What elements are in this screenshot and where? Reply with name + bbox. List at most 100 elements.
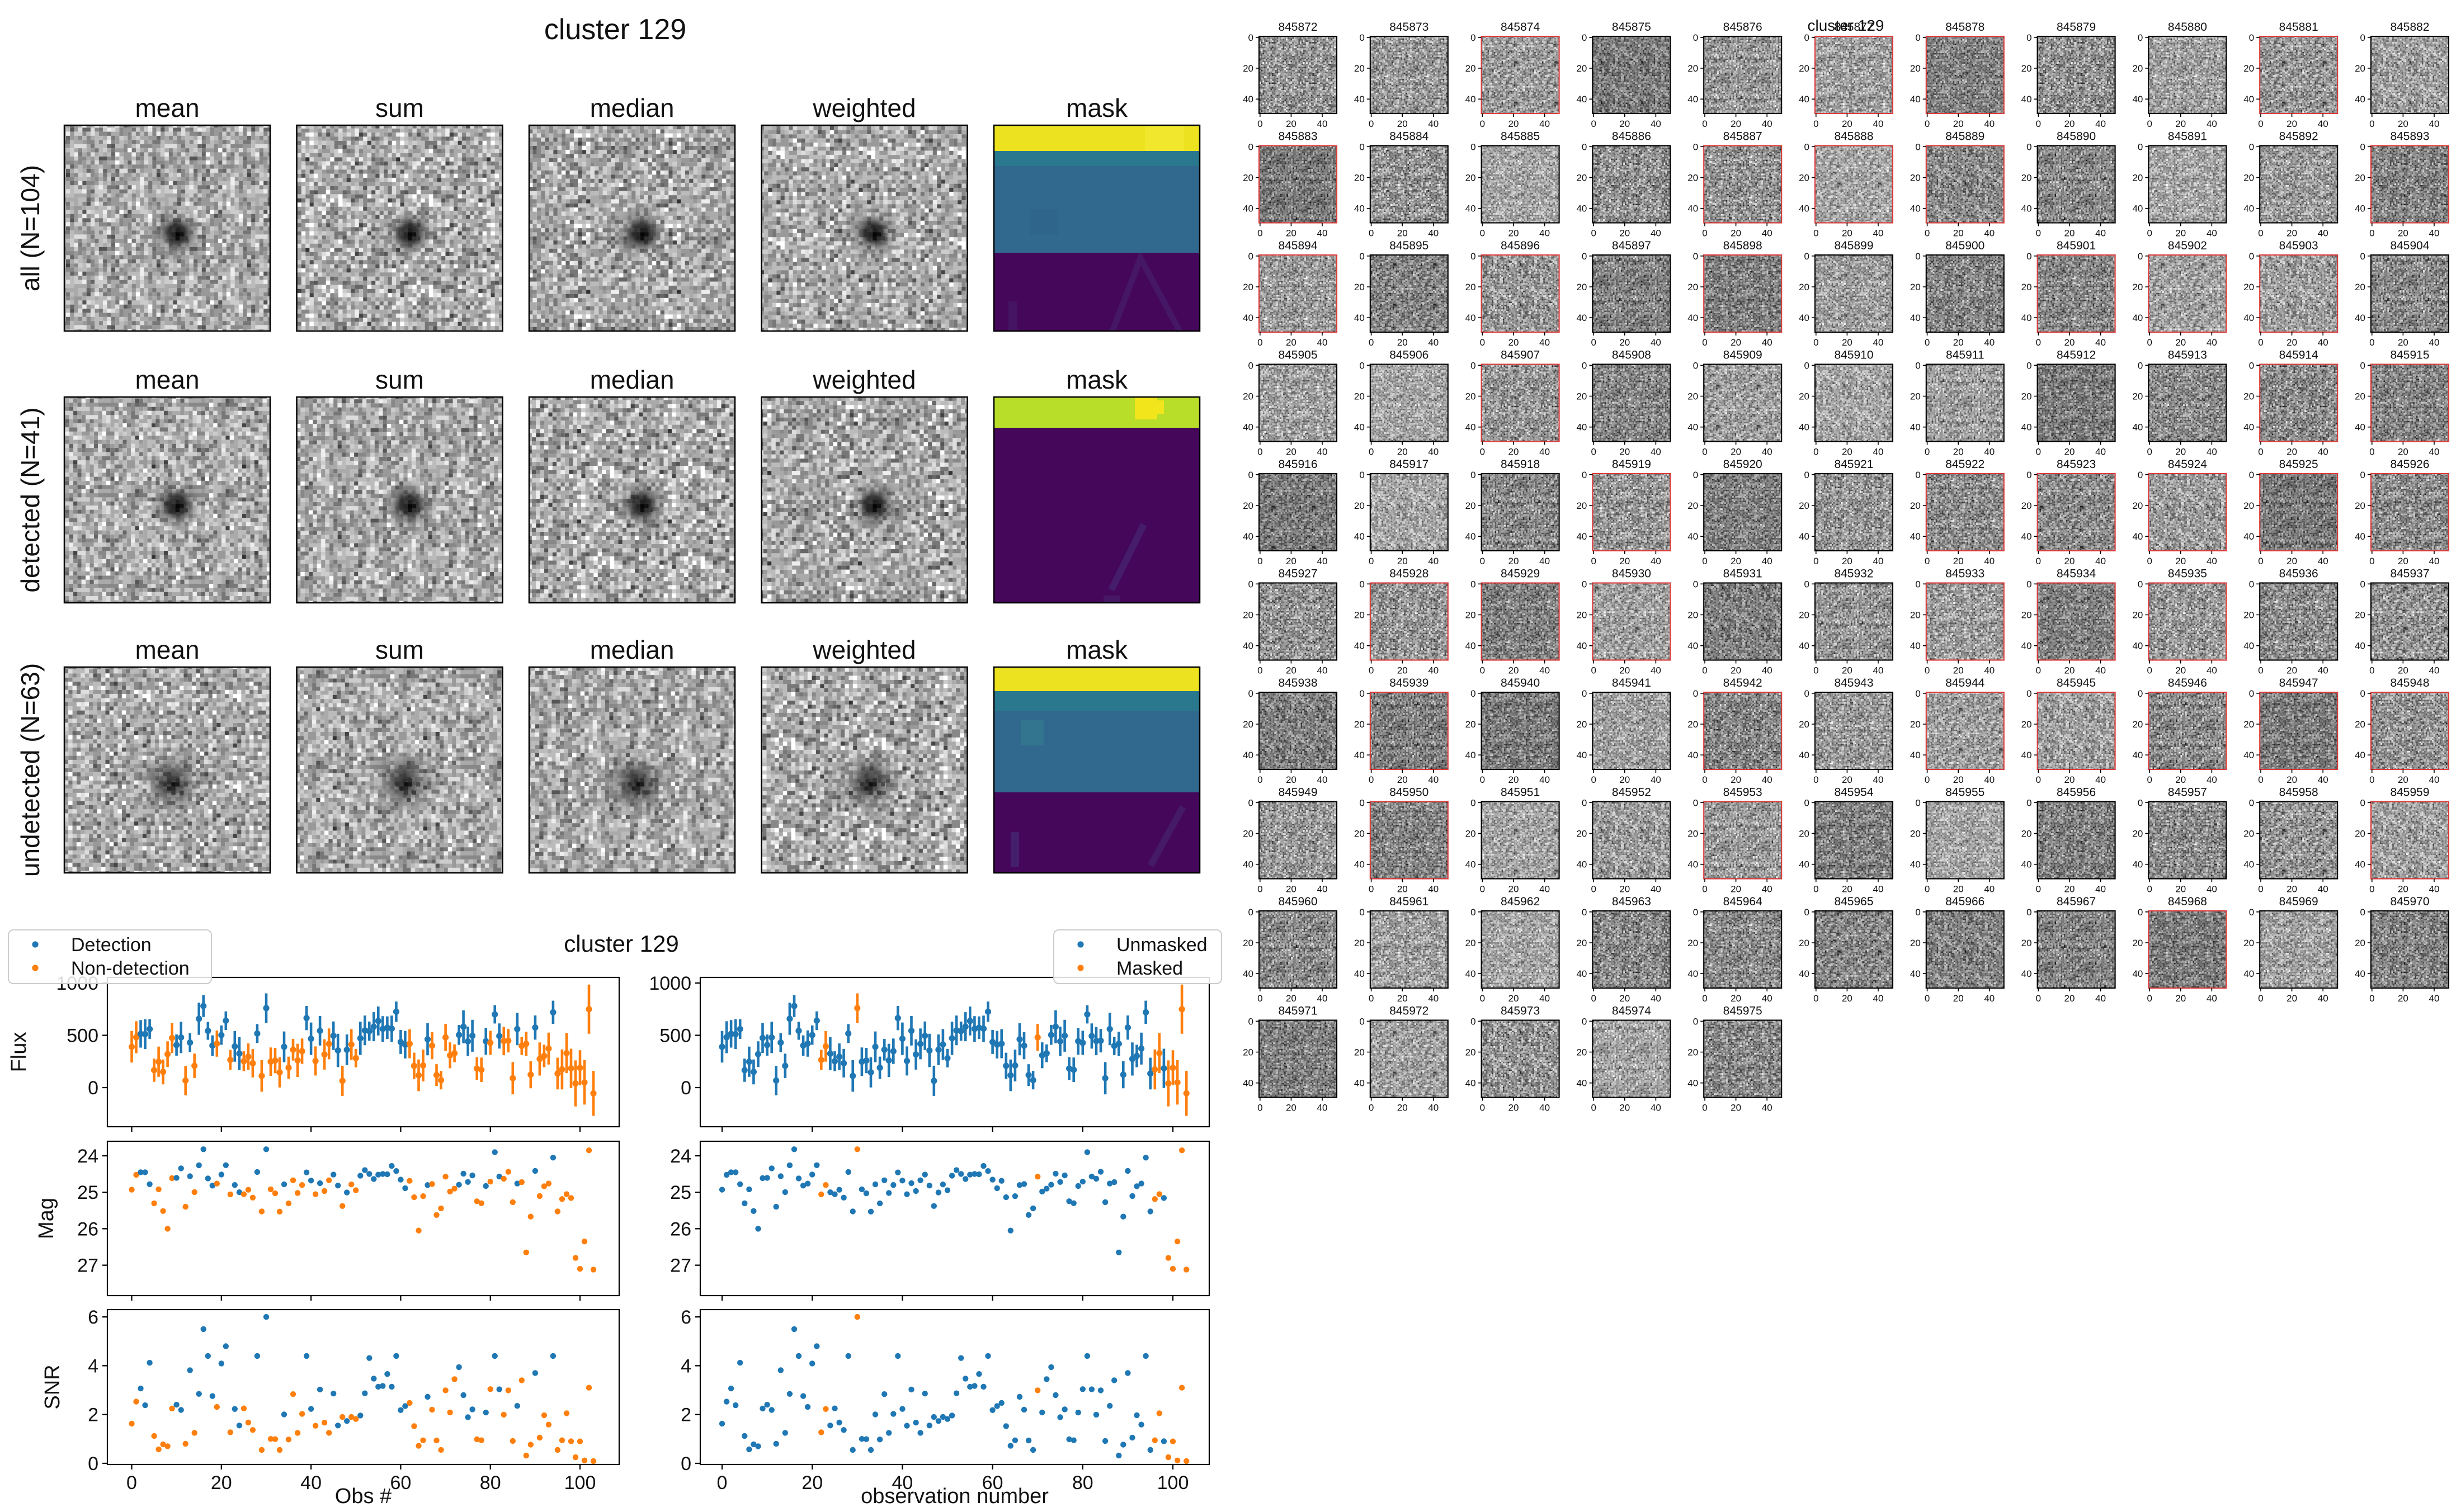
svg-text:20: 20: [1799, 173, 1809, 183]
svg-text:40: 40: [1354, 859, 1365, 870]
svg-text:40: 40: [1984, 447, 1995, 457]
svg-text:0: 0: [2147, 447, 2152, 457]
svg-text:20: 20: [1687, 391, 1698, 402]
svg-text:845927: 845927: [1278, 568, 1317, 580]
svg-text:Non-detection: Non-detection: [71, 958, 190, 979]
svg-text:2: 2: [681, 1405, 691, 1426]
svg-text:845911: 845911: [1946, 349, 1984, 362]
svg-text:20: 20: [1687, 719, 1698, 730]
svg-text:20: 20: [1286, 774, 1296, 785]
svg-text:0: 0: [1693, 32, 1698, 43]
svg-text:20: 20: [2355, 391, 2365, 402]
svg-text:0: 0: [1925, 447, 1930, 457]
svg-text:0: 0: [1813, 228, 1818, 239]
svg-text:0: 0: [2138, 360, 2143, 371]
svg-text:20: 20: [1508, 119, 1519, 129]
svg-text:40: 40: [2207, 119, 2217, 129]
svg-text:845914: 845914: [2279, 349, 2318, 362]
svg-text:20: 20: [2355, 63, 2365, 74]
svg-text:20: 20: [1619, 665, 1630, 676]
svg-text:20: 20: [1910, 391, 1921, 402]
svg-text:40: 40: [1984, 993, 1995, 1004]
svg-text:20: 20: [1731, 337, 1741, 348]
svg-text:845908: 845908: [1612, 349, 1651, 362]
svg-text:40: 40: [2318, 884, 2328, 895]
svg-text:845975: 845975: [1723, 1005, 1762, 1018]
svg-text:0: 0: [1915, 797, 1920, 808]
svg-text:40: 40: [1651, 884, 1661, 895]
svg-text:0: 0: [1804, 251, 1809, 262]
svg-text:20: 20: [2175, 774, 2186, 785]
svg-text:40: 40: [1243, 531, 1253, 542]
svg-text:40: 40: [2355, 531, 2365, 542]
svg-text:20: 20: [2243, 500, 2254, 511]
svg-text:40: 40: [1762, 556, 1772, 566]
svg-text:845888: 845888: [1834, 130, 1873, 143]
svg-text:845902: 845902: [2168, 239, 2207, 252]
svg-text:20: 20: [2286, 884, 2297, 895]
svg-text:0: 0: [1804, 688, 1809, 699]
svg-text:0: 0: [2147, 337, 2152, 348]
svg-text:40: 40: [2021, 859, 2032, 870]
svg-text:40: 40: [2132, 968, 2143, 979]
svg-text:845913: 845913: [2168, 349, 2207, 362]
svg-text:0: 0: [1915, 470, 1920, 480]
svg-text:20: 20: [1842, 774, 1852, 785]
svg-text:0: 0: [1582, 907, 1587, 918]
svg-text:60: 60: [390, 1472, 411, 1494]
svg-text:weighted: weighted: [812, 635, 916, 664]
svg-text:20: 20: [2132, 719, 2143, 730]
svg-text:20: 20: [1397, 228, 1408, 239]
svg-text:20: 20: [1731, 119, 1741, 129]
svg-text:845958: 845958: [2279, 786, 2318, 799]
svg-text:20: 20: [1953, 665, 1964, 676]
svg-text:0: 0: [1702, 774, 1707, 785]
svg-text:40: 40: [1354, 531, 1365, 542]
svg-text:0: 0: [1369, 993, 1374, 1004]
svg-text:845944: 845944: [1945, 677, 1984, 689]
svg-text:40: 40: [1539, 228, 1550, 239]
svg-text:40: 40: [1910, 422, 1921, 433]
svg-text:0: 0: [681, 1078, 691, 1099]
svg-text:20: 20: [1731, 447, 1741, 457]
svg-text:0: 0: [1480, 884, 1485, 895]
svg-text:0: 0: [1359, 360, 1364, 371]
svg-text:845954: 845954: [1834, 786, 1873, 799]
svg-text:40: 40: [1354, 94, 1365, 105]
svg-text:845874: 845874: [1501, 21, 1540, 34]
svg-text:0: 0: [1693, 907, 1698, 918]
svg-text:20: 20: [1286, 556, 1296, 566]
svg-text:4: 4: [88, 1355, 98, 1377]
svg-text:40: 40: [1317, 228, 1328, 239]
svg-text:40: 40: [2095, 119, 2106, 129]
svg-text:0: 0: [1693, 360, 1698, 371]
svg-text:0: 0: [2258, 228, 2263, 239]
svg-text:0: 0: [2138, 688, 2143, 699]
svg-text:40: 40: [1687, 94, 1698, 105]
svg-text:40: 40: [1651, 228, 1661, 239]
svg-text:0: 0: [2138, 470, 2143, 480]
svg-text:0: 0: [2258, 337, 2263, 348]
svg-text:20: 20: [1619, 774, 1630, 785]
svg-text:845915: 845915: [2390, 349, 2429, 362]
svg-text:20: 20: [1910, 829, 1921, 839]
svg-text:20: 20: [1576, 282, 1587, 292]
svg-text:40: 40: [2021, 94, 2032, 105]
svg-text:845939: 845939: [1389, 677, 1428, 689]
svg-text:40: 40: [1317, 993, 1328, 1004]
svg-text:0: 0: [1480, 665, 1485, 676]
svg-text:20: 20: [1910, 282, 1921, 292]
svg-text:0: 0: [2036, 337, 2041, 348]
svg-text:845887: 845887: [1723, 130, 1762, 143]
svg-text:40: 40: [1539, 447, 1550, 457]
svg-text:20: 20: [2286, 556, 2297, 566]
svg-text:845872: 845872: [1278, 21, 1317, 34]
svg-text:40: 40: [1539, 884, 1550, 895]
svg-text:0: 0: [1915, 32, 1920, 43]
svg-text:40: 40: [1576, 204, 1587, 214]
svg-text:SNR: SNR: [41, 1364, 64, 1409]
svg-text:0: 0: [2249, 907, 2254, 918]
svg-text:0: 0: [1369, 774, 1374, 785]
svg-text:20: 20: [1731, 993, 1741, 1004]
svg-text:20: 20: [2243, 63, 2254, 74]
